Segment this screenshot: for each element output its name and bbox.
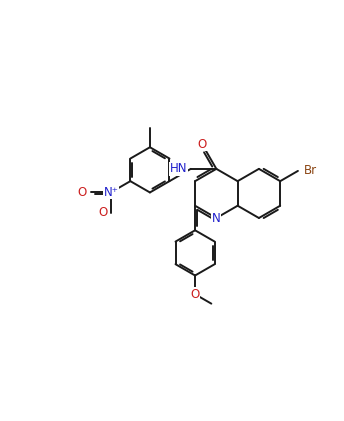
Text: O: O xyxy=(98,206,108,219)
Text: O: O xyxy=(191,288,200,301)
Text: N⁺: N⁺ xyxy=(104,186,119,199)
Text: HN: HN xyxy=(170,163,187,176)
Text: Br: Br xyxy=(304,165,317,177)
Text: N: N xyxy=(212,211,221,224)
Text: O: O xyxy=(198,138,207,151)
Text: O: O xyxy=(77,186,87,199)
